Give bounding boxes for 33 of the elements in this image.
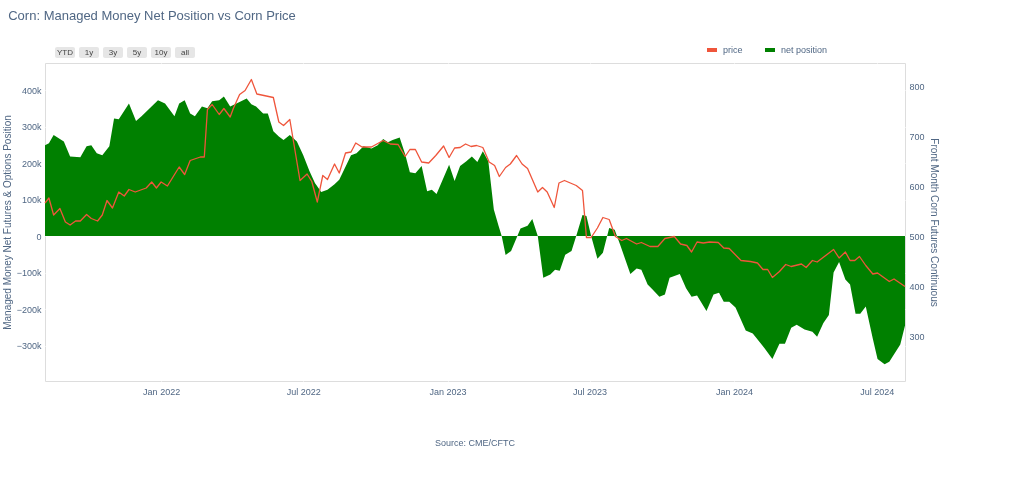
- y2-tick-label: 300: [909, 331, 925, 342]
- y2-tick-label: 800: [909, 81, 925, 92]
- text: YTD: [57, 47, 74, 57]
- text: 3y: [108, 47, 118, 57]
- legend-label: net position: [781, 45, 828, 55]
- chart-title: Corn: Managed Money Net Position vs Corn Price: [8, 8, 296, 23]
- y-tick-label: 200k: [21, 158, 42, 169]
- source-note: Source: CME/CFTC: [434, 438, 516, 448]
- x-tick-label: Jul 2022: [286, 386, 321, 397]
- x-tick-label: Jan 2024: [715, 386, 753, 397]
- x-tick-label: Jul 2023: [573, 386, 608, 397]
- y2-tick-label: 400: [909, 281, 925, 292]
- text: all: [180, 47, 190, 57]
- x-tick-label: Jan 2023: [429, 386, 467, 397]
- y-tick-label: 100k: [21, 195, 42, 206]
- y-tick-label: 300k: [21, 122, 42, 133]
- y-tick-label: 0: [36, 231, 42, 242]
- x-tick-label: Jul 2024: [860, 386, 895, 397]
- y2-axis-title: Front Month Corn Futures Continuous: [928, 138, 940, 307]
- y-tick-label: −300k: [16, 341, 42, 352]
- y-tick-label: 400k: [21, 85, 42, 96]
- text: 10y: [154, 47, 168, 57]
- y-tick-label: −100k: [16, 268, 42, 279]
- text: 1y: [84, 47, 94, 57]
- line-series: [44, 78, 906, 288]
- y2-tick-label: 700: [909, 131, 925, 142]
- y2-tick-label: 600: [909, 181, 925, 192]
- y-axis-title: Managed Money Net Futures & Options Position: [1, 115, 13, 330]
- text: 5y: [132, 47, 142, 57]
- x-tick-label: Jan 2022: [143, 386, 181, 397]
- legend-label: price: [723, 45, 743, 55]
- y-tick-label: −200k: [16, 304, 42, 315]
- y2-tick-label: 500: [909, 231, 925, 242]
